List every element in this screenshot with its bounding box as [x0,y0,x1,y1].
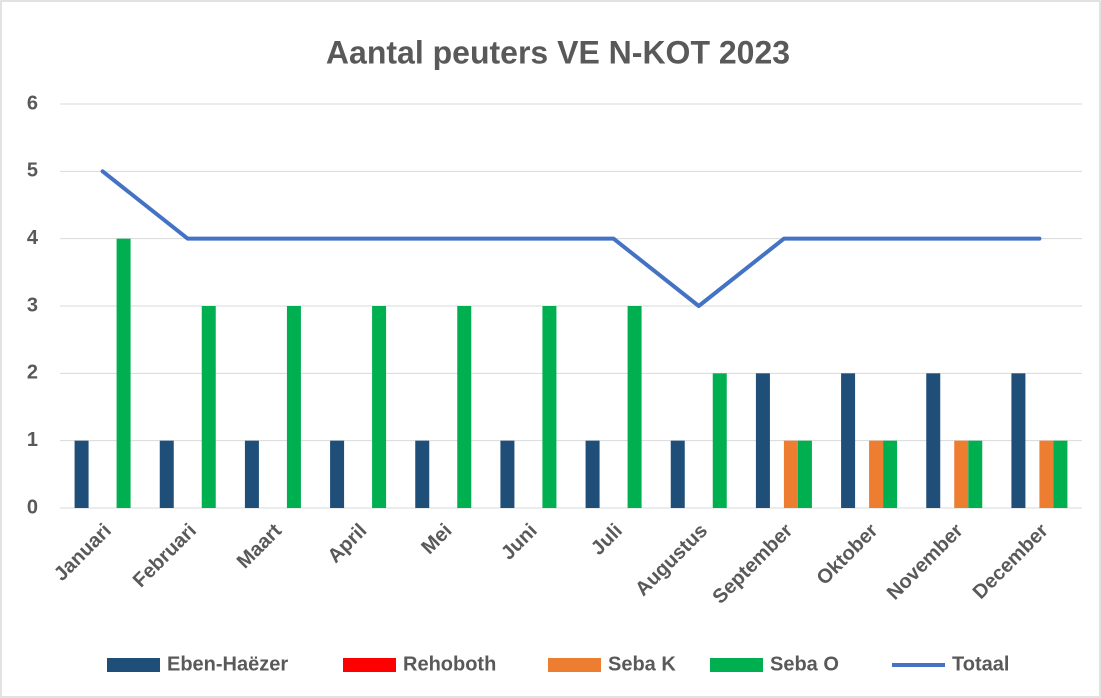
legend-swatch [343,658,396,672]
bar [74,440,89,508]
legend-label: Seba O [770,653,839,675]
y-tick-label: 0 [27,496,38,518]
y-tick-label: 2 [27,362,38,384]
bar [1039,440,1054,508]
bar [1053,440,1068,508]
bar [670,440,685,508]
bar [712,373,727,508]
legend-label: Seba K [608,653,676,675]
bar [783,440,798,508]
legend-label: Rehoboth [403,653,496,675]
bar [457,306,472,508]
bar [286,306,301,508]
bar [244,440,259,508]
y-tick-label: 5 [27,160,38,182]
legend-label: Eben-Haëzer [167,653,288,675]
legend-swatch [548,658,601,672]
y-tick-label: 1 [27,429,38,451]
legend-swatch [710,658,763,672]
bar [585,440,600,508]
y-tick-label: 6 [27,92,38,114]
chart-title: Aantal peuters VE N-KOT 2023 [326,34,790,70]
bar [627,306,642,508]
bar [159,440,174,508]
bar [415,440,430,508]
bar [841,373,856,508]
bar [1011,373,1026,508]
bar [755,373,770,508]
legend-swatch [107,658,160,672]
legend-label: Totaal [952,653,1009,675]
bar [968,440,983,508]
line-series [100,169,1042,308]
bar [869,440,884,508]
bar [926,373,941,508]
bar [201,306,216,508]
y-tick-label: 4 [27,227,39,249]
bar [372,306,387,508]
bar [500,440,515,508]
bar [330,440,345,508]
bar [116,238,131,508]
bar [542,306,557,508]
bar [797,440,812,508]
bar [954,440,969,508]
y-tick-label: 3 [27,294,38,316]
bar [883,440,898,508]
